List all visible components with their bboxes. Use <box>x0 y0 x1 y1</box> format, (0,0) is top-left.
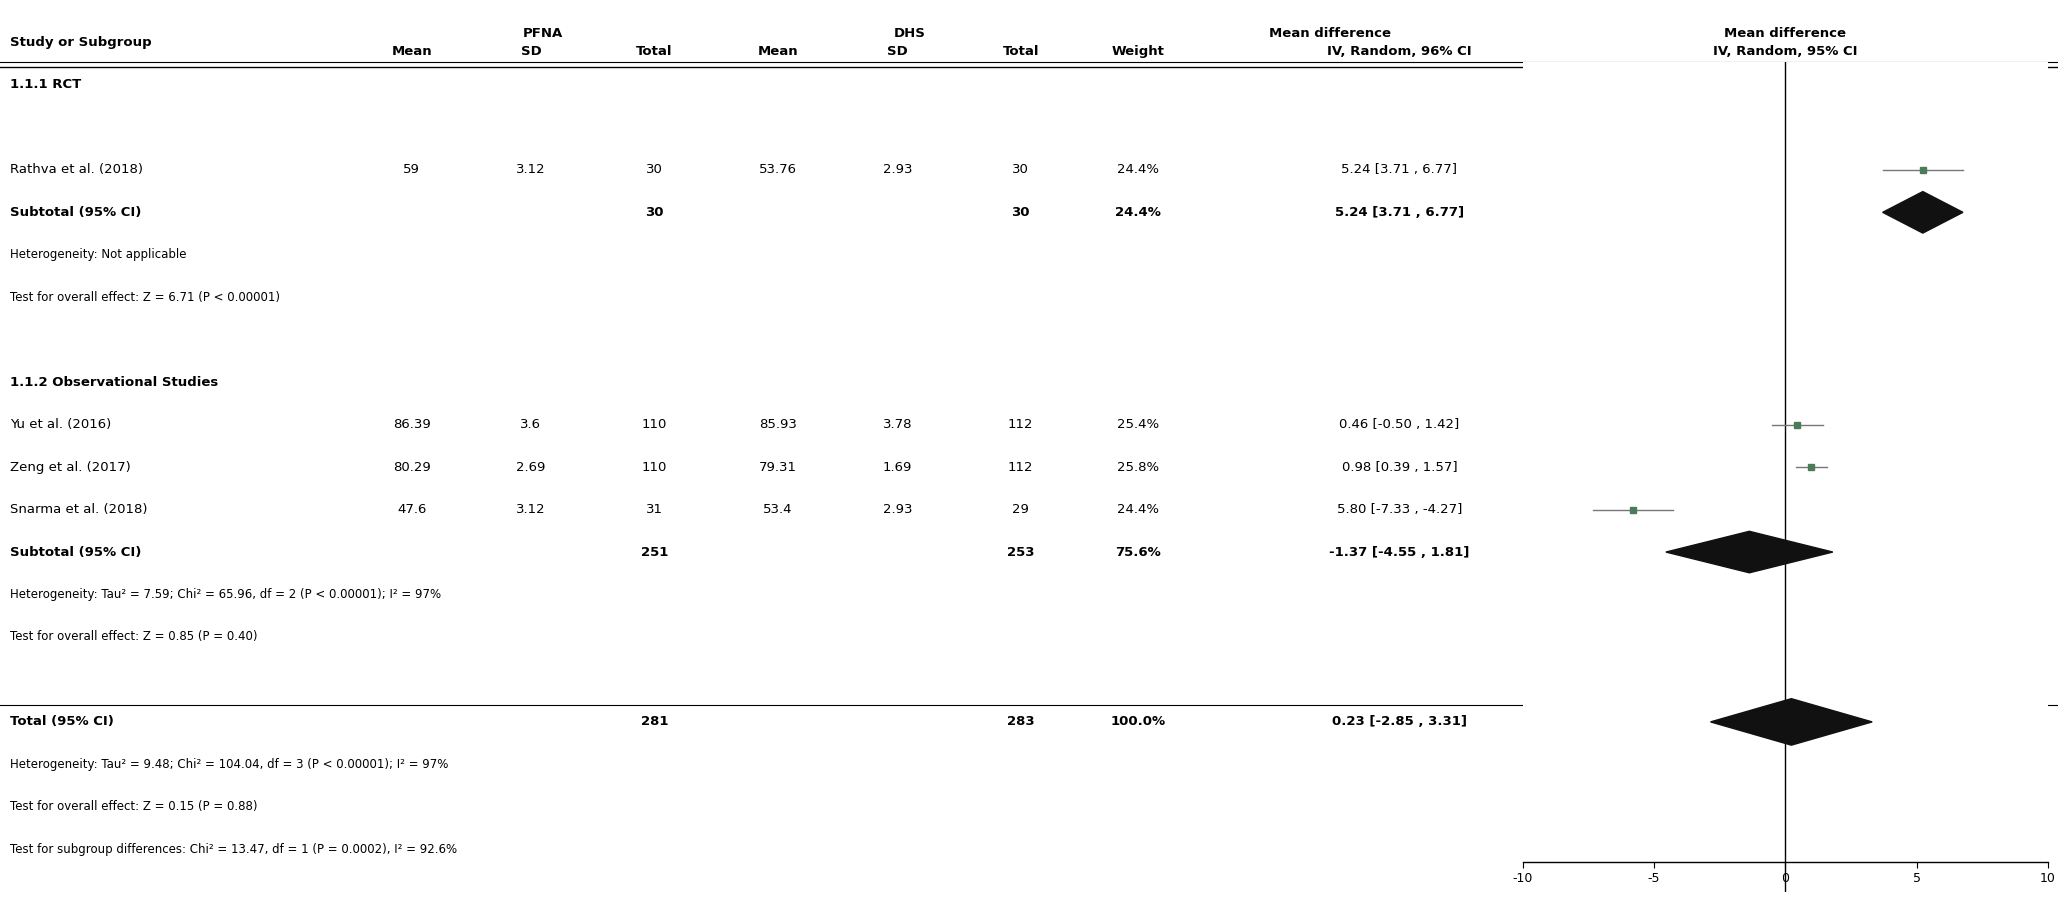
Text: Snarma et al. (2018): Snarma et al. (2018) <box>10 503 148 516</box>
Text: Test for overall effect: Z = 0.85 (P = 0.40): Test for overall effect: Z = 0.85 (P = 0… <box>10 631 257 644</box>
Text: Heterogeneity: Tau² = 7.59; Chi² = 65.96, df = 2 (P < 0.00001); I² = 97%: Heterogeneity: Tau² = 7.59; Chi² = 65.96… <box>10 588 440 601</box>
Text: Study or Subgroup: Study or Subgroup <box>10 36 152 49</box>
Text: 30: 30 <box>1013 163 1029 176</box>
Text: 1.1.2 Observational Studies: 1.1.2 Observational Studies <box>10 375 218 389</box>
Text: 3.12: 3.12 <box>517 503 545 516</box>
Text: Heterogeneity: Tau² = 9.48; Chi² = 104.04, df = 3 (P < 0.00001); I² = 97%: Heterogeneity: Tau² = 9.48; Chi² = 104.0… <box>10 758 449 771</box>
Text: Total (95% CI): Total (95% CI) <box>10 716 113 729</box>
Text: 25.4%: 25.4% <box>1117 418 1159 431</box>
Text: 86.39: 86.39 <box>393 418 430 431</box>
Text: 24.4%: 24.4% <box>1117 163 1159 176</box>
Text: Mean: Mean <box>757 46 799 58</box>
Text: 3.6: 3.6 <box>521 418 541 431</box>
Text: 0.23 [-2.85 , 3.31]: 0.23 [-2.85 , 3.31] <box>1332 716 1467 729</box>
Text: 30: 30 <box>646 205 663 219</box>
Text: 80.29: 80.29 <box>393 461 430 474</box>
Text: Mean: Mean <box>391 46 432 58</box>
Text: IV, Random, 95% CI: IV, Random, 95% CI <box>1712 46 1858 58</box>
Text: 112: 112 <box>1008 418 1033 431</box>
Text: 3.78: 3.78 <box>883 418 912 431</box>
Text: Subtotal (95% CI): Subtotal (95% CI) <box>10 546 142 559</box>
Text: Mean difference: Mean difference <box>1725 26 1846 39</box>
Text: PFNA: PFNA <box>523 26 564 39</box>
Polygon shape <box>1883 192 1963 233</box>
Text: 53.76: 53.76 <box>759 163 796 176</box>
Text: 5.80 [-7.33 , -4.27]: 5.80 [-7.33 , -4.27] <box>1338 503 1461 516</box>
Text: 110: 110 <box>642 461 667 474</box>
Text: 0.46 [-0.50 , 1.42]: 0.46 [-0.50 , 1.42] <box>1340 418 1459 431</box>
Text: 75.6%: 75.6% <box>1115 546 1161 559</box>
Text: 253: 253 <box>1006 546 1035 559</box>
Text: Favours PFNA: Favours PFNA <box>1871 912 1961 913</box>
Text: 1.1.1 RCT: 1.1.1 RCT <box>10 79 82 91</box>
Text: 1.69: 1.69 <box>883 461 912 474</box>
Text: 112: 112 <box>1008 461 1033 474</box>
Text: 47.6: 47.6 <box>397 503 426 516</box>
Text: 79.31: 79.31 <box>759 461 796 474</box>
Text: Total: Total <box>1002 46 1039 58</box>
Text: 25.8%: 25.8% <box>1117 461 1159 474</box>
Text: Weight: Weight <box>1111 46 1165 58</box>
Text: 24.4%: 24.4% <box>1117 503 1159 516</box>
Text: 2.93: 2.93 <box>883 163 912 176</box>
Text: 0.98 [0.39 , 1.57]: 0.98 [0.39 , 1.57] <box>1342 461 1457 474</box>
Text: 53.4: 53.4 <box>764 503 792 516</box>
Text: Test for overall effect: Z = 6.71 (P < 0.00001): Test for overall effect: Z = 6.71 (P < 0… <box>10 290 280 304</box>
Text: 3.12: 3.12 <box>517 163 545 176</box>
Text: 29: 29 <box>1013 503 1029 516</box>
Text: 100.0%: 100.0% <box>1111 716 1165 729</box>
Text: 251: 251 <box>640 546 669 559</box>
Text: DHS: DHS <box>893 26 926 39</box>
Text: Subtotal (95% CI): Subtotal (95% CI) <box>10 205 142 219</box>
Text: 2.93: 2.93 <box>883 503 912 516</box>
Text: Test for subgroup differences: Chi² = 13.47, df = 1 (P = 0.0002), I² = 92.6%: Test for subgroup differences: Chi² = 13… <box>10 843 457 855</box>
Text: SD: SD <box>521 46 541 58</box>
Text: 30: 30 <box>646 163 663 176</box>
Text: 110: 110 <box>642 418 667 431</box>
Text: 5.24 [3.71 , 6.77]: 5.24 [3.71 , 6.77] <box>1342 163 1457 176</box>
Text: Yu et al. (2016): Yu et al. (2016) <box>10 418 111 431</box>
Polygon shape <box>1710 698 1873 745</box>
Text: 281: 281 <box>640 716 669 729</box>
Text: Total: Total <box>636 46 673 58</box>
Text: Favours DHS: Favours DHS <box>1611 912 1696 913</box>
Text: -1.37 [-4.55 , 1.81]: -1.37 [-4.55 , 1.81] <box>1329 546 1469 559</box>
Text: 31: 31 <box>646 503 663 516</box>
Text: 283: 283 <box>1006 716 1035 729</box>
Text: Heterogeneity: Not applicable: Heterogeneity: Not applicable <box>10 248 187 261</box>
Text: SD: SD <box>887 46 908 58</box>
Text: 24.4%: 24.4% <box>1115 205 1161 219</box>
Text: Test for overall effect: Z = 0.15 (P = 0.88): Test for overall effect: Z = 0.15 (P = 0… <box>10 801 257 813</box>
Text: 30: 30 <box>1013 205 1029 219</box>
Text: 85.93: 85.93 <box>759 418 796 431</box>
Text: Zeng et al. (2017): Zeng et al. (2017) <box>10 461 132 474</box>
Text: 2.69: 2.69 <box>517 461 545 474</box>
Text: Rathva et al. (2018): Rathva et al. (2018) <box>10 163 144 176</box>
Polygon shape <box>1665 531 1834 572</box>
Text: 59: 59 <box>403 163 420 176</box>
Text: IV, Random, 96% CI: IV, Random, 96% CI <box>1327 46 1471 58</box>
Text: 5.24 [3.71 , 6.77]: 5.24 [3.71 , 6.77] <box>1336 205 1463 219</box>
Text: Mean difference: Mean difference <box>1270 26 1391 39</box>
